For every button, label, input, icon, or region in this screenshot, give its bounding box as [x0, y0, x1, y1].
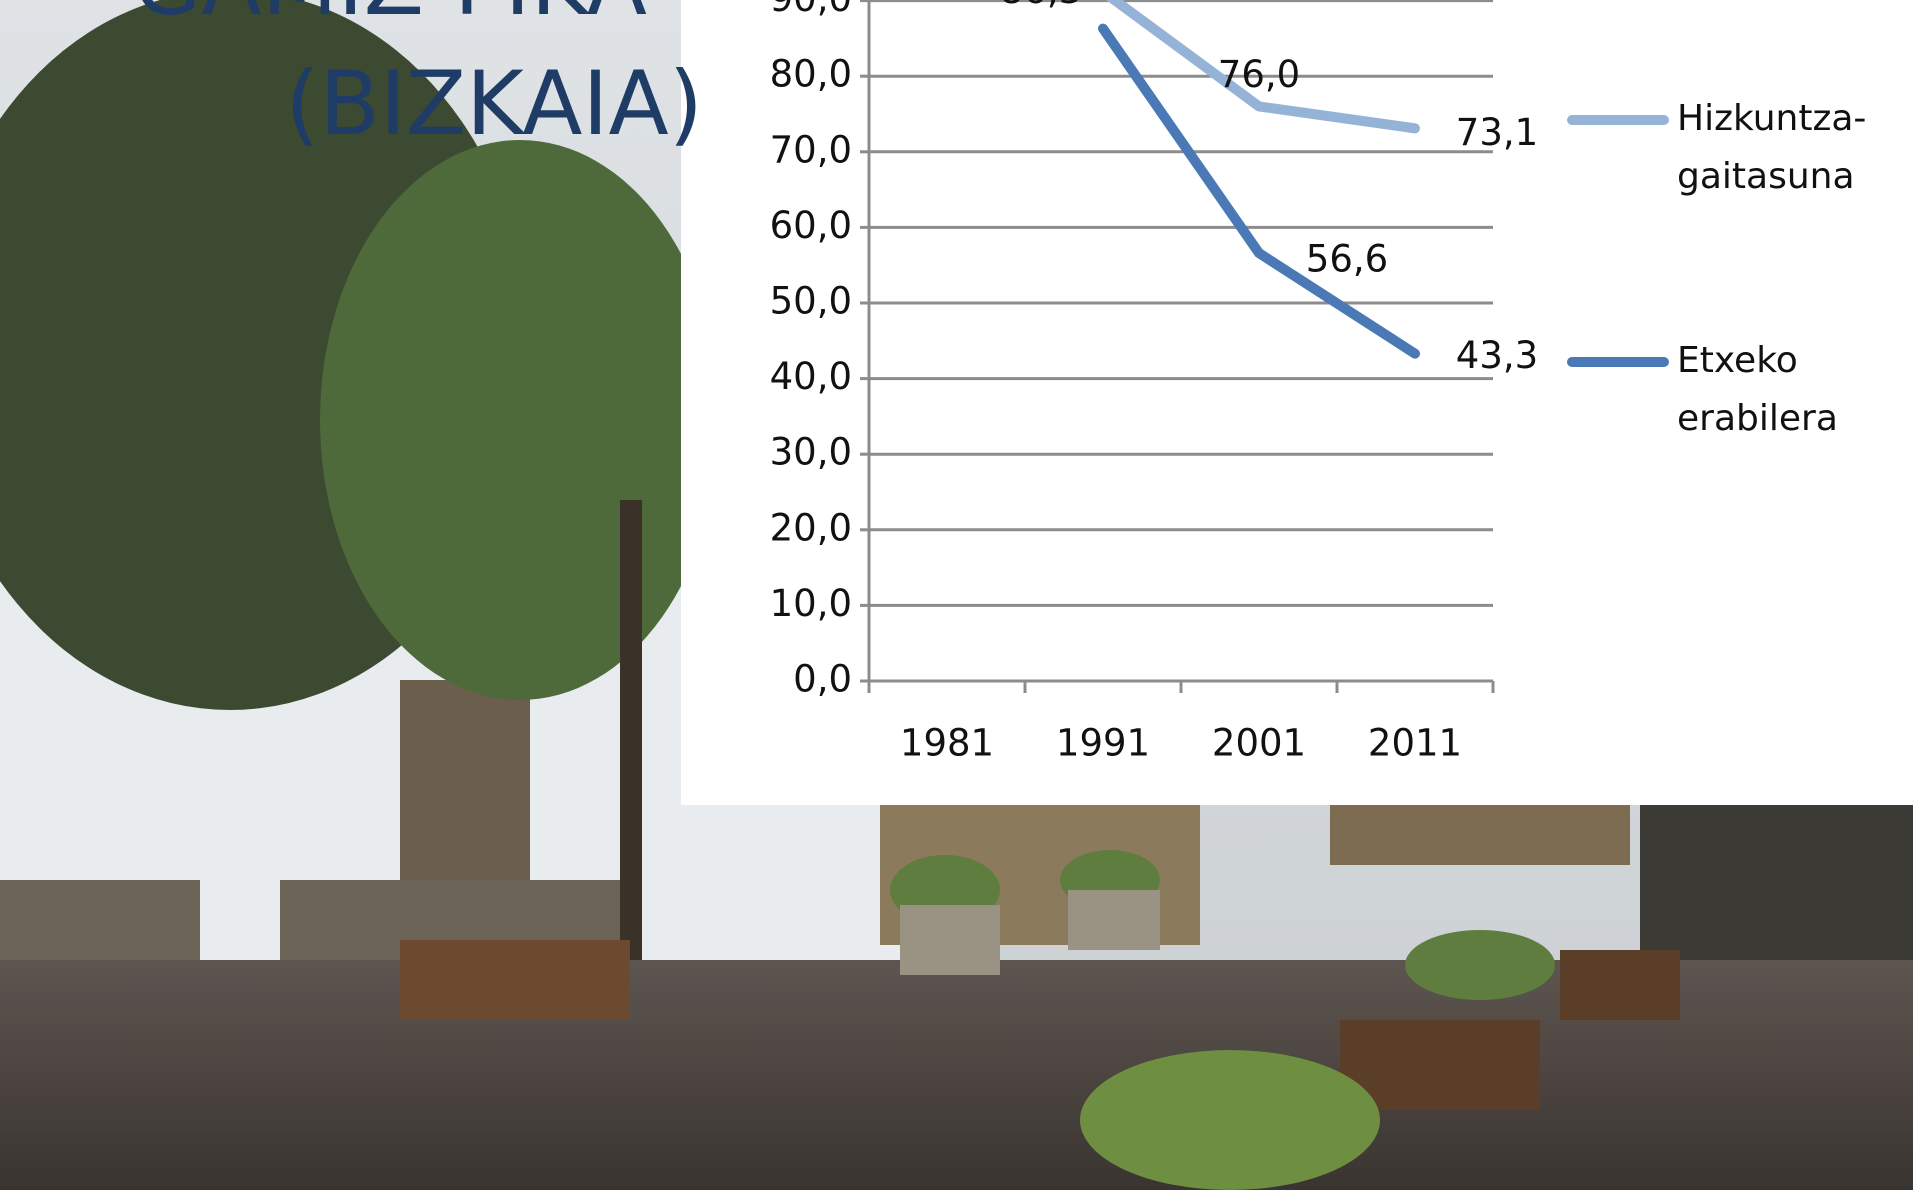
y-tick-label: 80,0 — [770, 53, 852, 96]
slide: 0,0 10,0 20,0 30,0 40,0 50,0 60,0 70,0 80,0 90,0 1… — [0, 0, 1913, 1190]
y-tick-label: 70,0 — [770, 128, 852, 171]
legend-label: Hizkuntza-gaitasuna — [1677, 90, 1877, 206]
y-tick-label: 0,0 — [793, 658, 852, 701]
y-tick-label: 10,0 — [770, 582, 852, 625]
y-tick-label: 90,0 — [770, 0, 852, 20]
slide-title: GAMIZ-FIKA — [133, 0, 647, 35]
y-tick-label: 50,0 — [770, 280, 852, 323]
x-tick-label: 2011 — [1368, 722, 1462, 765]
legend-label: Etxeko erabilera — [1677, 332, 1877, 448]
y-tick-label: 20,0 — [770, 506, 852, 549]
x-tick-label: 1991 — [1056, 722, 1150, 765]
data-label: 91,2 — [1122, 0, 1204, 3]
slide-title: (BIZKAIA) — [285, 52, 703, 155]
data-label: 73,1 — [1456, 111, 1538, 154]
data-label: 56,6 — [1306, 238, 1388, 281]
data-label: 76,0 — [1218, 53, 1300, 96]
y-tick-label: 40,0 — [770, 355, 852, 398]
y-tick-label: 60,0 — [770, 204, 852, 247]
data-label: 86,3 — [1000, 0, 1082, 12]
x-tick-label: 2001 — [1212, 722, 1306, 765]
y-tick-label: 30,0 — [770, 431, 852, 474]
slide-canvas: 0,0 10,0 20,0 30,0 40,0 50,0 60,0 70,0 80,0 90,0 1… — [0, 0, 1913, 1190]
data-label: 43,3 — [1456, 334, 1538, 377]
x-tick-label: 1981 — [900, 722, 994, 765]
